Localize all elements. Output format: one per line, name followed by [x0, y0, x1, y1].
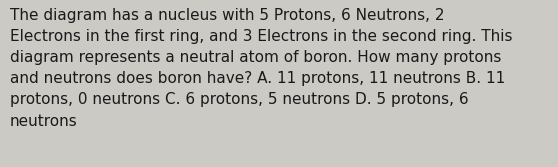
- Text: The diagram has a nucleus with 5 Protons, 6 Neutrons, 2
Electrons in the first r: The diagram has a nucleus with 5 Protons…: [10, 8, 513, 129]
